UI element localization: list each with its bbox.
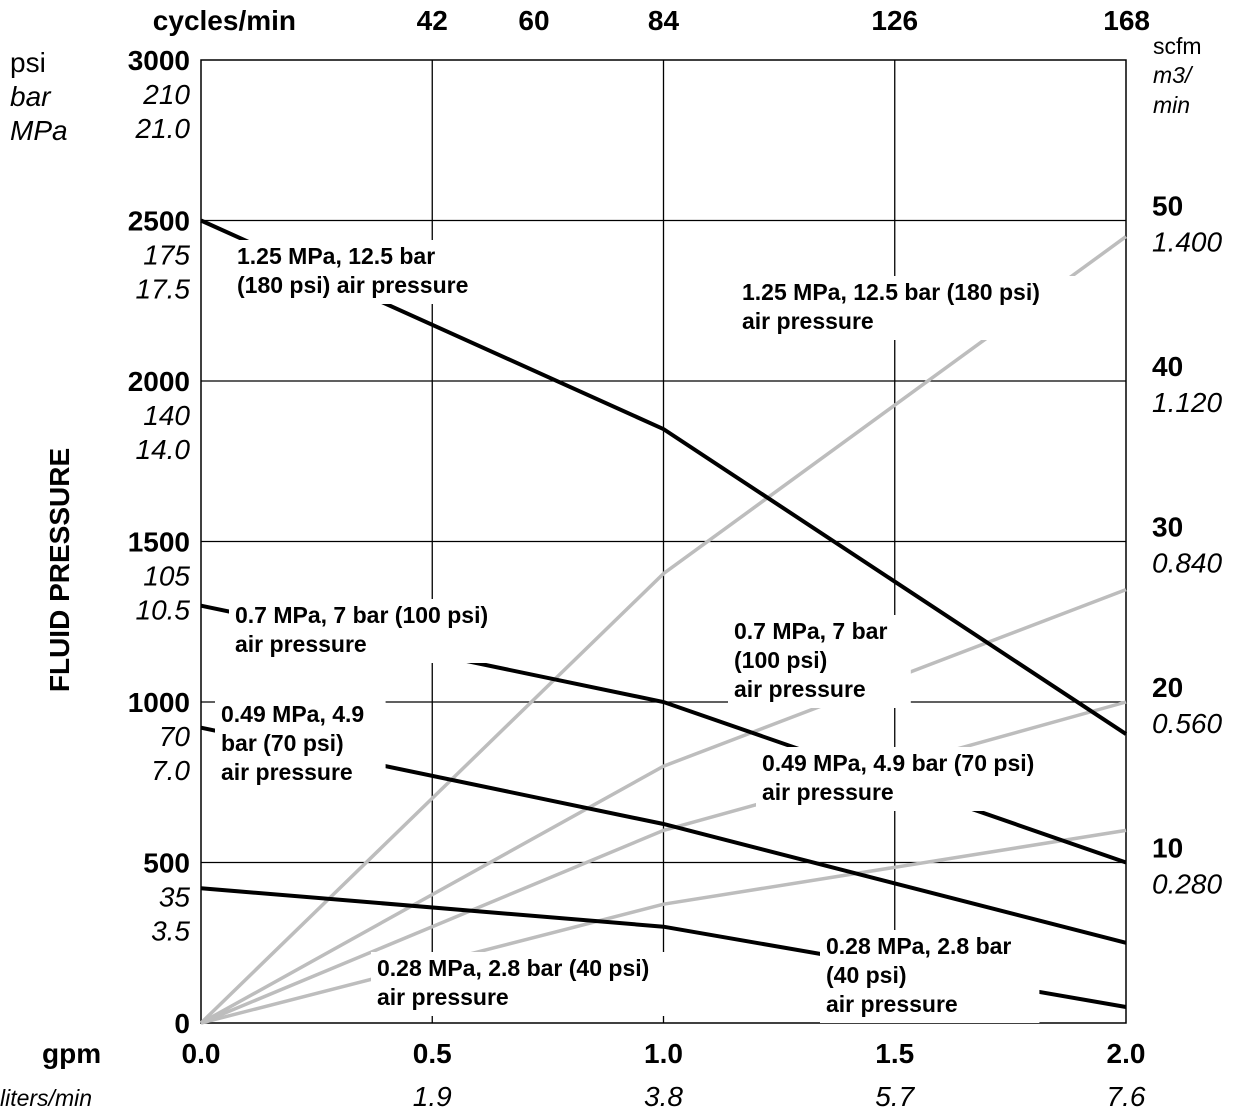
bottom-tick-gpm: 2.0 [1107, 1038, 1146, 1069]
annotation-label-f100: air pressure [235, 631, 367, 657]
air-consumption-curves [199, 235, 1128, 1025]
annotation-label-a100: (100 psi) [734, 647, 827, 673]
annotation-label-f70: bar (70 psi) [221, 730, 344, 756]
left-tick-bar: 35 [159, 882, 191, 913]
annotation-background [736, 276, 1090, 340]
left-axis-title: FLUID PRESSURE [44, 448, 75, 692]
left-tick-bar: 175 [143, 240, 190, 271]
right-unit-min: min [1153, 92, 1190, 118]
air-consumption-line-100-psi [200, 587, 1127, 1025]
annotation-background [215, 698, 386, 791]
left-tick-psi: 2000 [128, 366, 190, 397]
annotation-label-a100: 0.7 MPa, 7 bar [734, 618, 887, 644]
bottom-tick-lpm: 5.7 [875, 1081, 915, 1112]
left-tick-mpa: 10.5 [136, 595, 191, 626]
left-tick-mpa: 14.0 [136, 434, 191, 465]
right-unit-m3: m3/ [1153, 62, 1194, 88]
left-tick-bar: 105 [143, 561, 190, 592]
bottom-axis-label: gpm [42, 1038, 101, 1069]
bottom-tick-lpm: 7.6 [1107, 1081, 1146, 1112]
annotation-label-a70: 0.49 MPa, 4.9 bar (70 psi) [762, 750, 1034, 776]
air-consumption-line-180-psi [199, 235, 1128, 1025]
right-tick-m3min: 0.280 [1152, 869, 1222, 900]
bottom-tick-lpm: 3.8 [644, 1081, 683, 1112]
annotation-background [371, 952, 701, 1016]
annotation-label-a70: air pressure [762, 779, 894, 805]
annotation-label-a180: 1.25 MPa, 12.5 bar (180 psi) [742, 279, 1040, 305]
top-axis-tick: 84 [648, 5, 680, 36]
annotation-background [756, 747, 1086, 811]
annotation-label-f180: 1.25 MPa, 12.5 bar [237, 243, 435, 269]
left-tick-psi: 500 [143, 848, 190, 879]
grid [200, 59, 1127, 1024]
bottom-tick-gpm: 1.5 [875, 1038, 914, 1069]
bottom-tick-gpm: 1.0 [644, 1038, 683, 1069]
curve-annotations: 1.25 MPa, 12.5 bar (180 psi) air pressure… [215, 240, 1090, 1023]
annotation-label-f70: air pressure [221, 759, 353, 785]
top-axis-tick: 42 [417, 5, 448, 36]
bottom-tick-gpm: 0.5 [413, 1038, 452, 1069]
left-tick-mpa: 3.5 [151, 916, 190, 947]
left-tick-psi: 1000 [128, 687, 190, 718]
bottom-tick-gpm: 0.0 [182, 1038, 221, 1069]
top-axis-tick: 126 [871, 5, 918, 36]
right-tick-scfm: 20 [1152, 672, 1183, 703]
air-consumption-line-70-psi [200, 700, 1127, 1025]
top-axis-tick: 60 [518, 5, 549, 36]
left-tick-bar: 70 [159, 721, 191, 752]
left-tick-psi: 0 [174, 1008, 190, 1039]
annotation-label-a180: air pressure [742, 308, 874, 334]
right-unit-scfm: scfm [1153, 33, 1202, 59]
annotation-label-f100: 0.7 MPa, 7 bar (100 psi) [235, 602, 488, 628]
air-consumption-line-40-psi [200, 828, 1127, 1025]
left-tick-mpa: 7.0 [151, 755, 190, 786]
annotation-label-a40: air pressure [377, 984, 509, 1010]
left-unit-mpa: MPa [10, 115, 68, 146]
bottom-axis-label-secondary: liters/min [0, 1085, 92, 1111]
top-axis-label: cycles/min [153, 5, 296, 36]
annotation-label-f180: (180 psi) air pressure [237, 272, 468, 298]
annotation-label-a40: 0.28 MPa, 2.8 bar (40 psi) [377, 955, 649, 981]
annotation-label-f70: 0.49 MPa, 4.9 [221, 701, 364, 727]
bottom-tick-lpm: 1.9 [413, 1081, 452, 1112]
right-tick-scfm: 40 [1152, 351, 1183, 382]
left-tick-psi: 1500 [128, 527, 190, 558]
annotation-label-f40: (40 psi) [826, 962, 907, 988]
annotation-label-f40: 0.28 MPa, 2.8 bar [826, 933, 1011, 959]
annotation-label-f40: air pressure [826, 991, 958, 1017]
annotation-background [229, 599, 534, 663]
right-tick-scfm: 10 [1152, 833, 1183, 864]
left-tick-psi: 3000 [128, 45, 190, 76]
right-tick-m3min: 1.400 [1152, 227, 1222, 258]
right-tick-m3min: 0.840 [1152, 548, 1222, 579]
right-tick-m3min: 1.120 [1152, 387, 1222, 418]
annotation-background [231, 240, 512, 304]
left-tick-mpa: 21.0 [135, 113, 191, 144]
right-tick-m3min: 0.560 [1152, 708, 1222, 739]
left-unit-bar: bar [10, 81, 52, 112]
left-tick-mpa: 17.5 [136, 274, 191, 305]
right-tick-scfm: 30 [1152, 512, 1183, 543]
left-tick-bar: 210 [142, 79, 190, 110]
left-tick-bar: 140 [143, 400, 190, 431]
right-tick-scfm: 50 [1152, 191, 1183, 222]
annotation-background [820, 930, 1040, 1023]
annotation-background [728, 615, 911, 708]
left-tick-psi: 2500 [128, 206, 190, 237]
top-axis-tick: 168 [1103, 5, 1150, 36]
left-unit-psi: psi [10, 47, 46, 78]
annotation-label-a100: air pressure [734, 676, 866, 702]
